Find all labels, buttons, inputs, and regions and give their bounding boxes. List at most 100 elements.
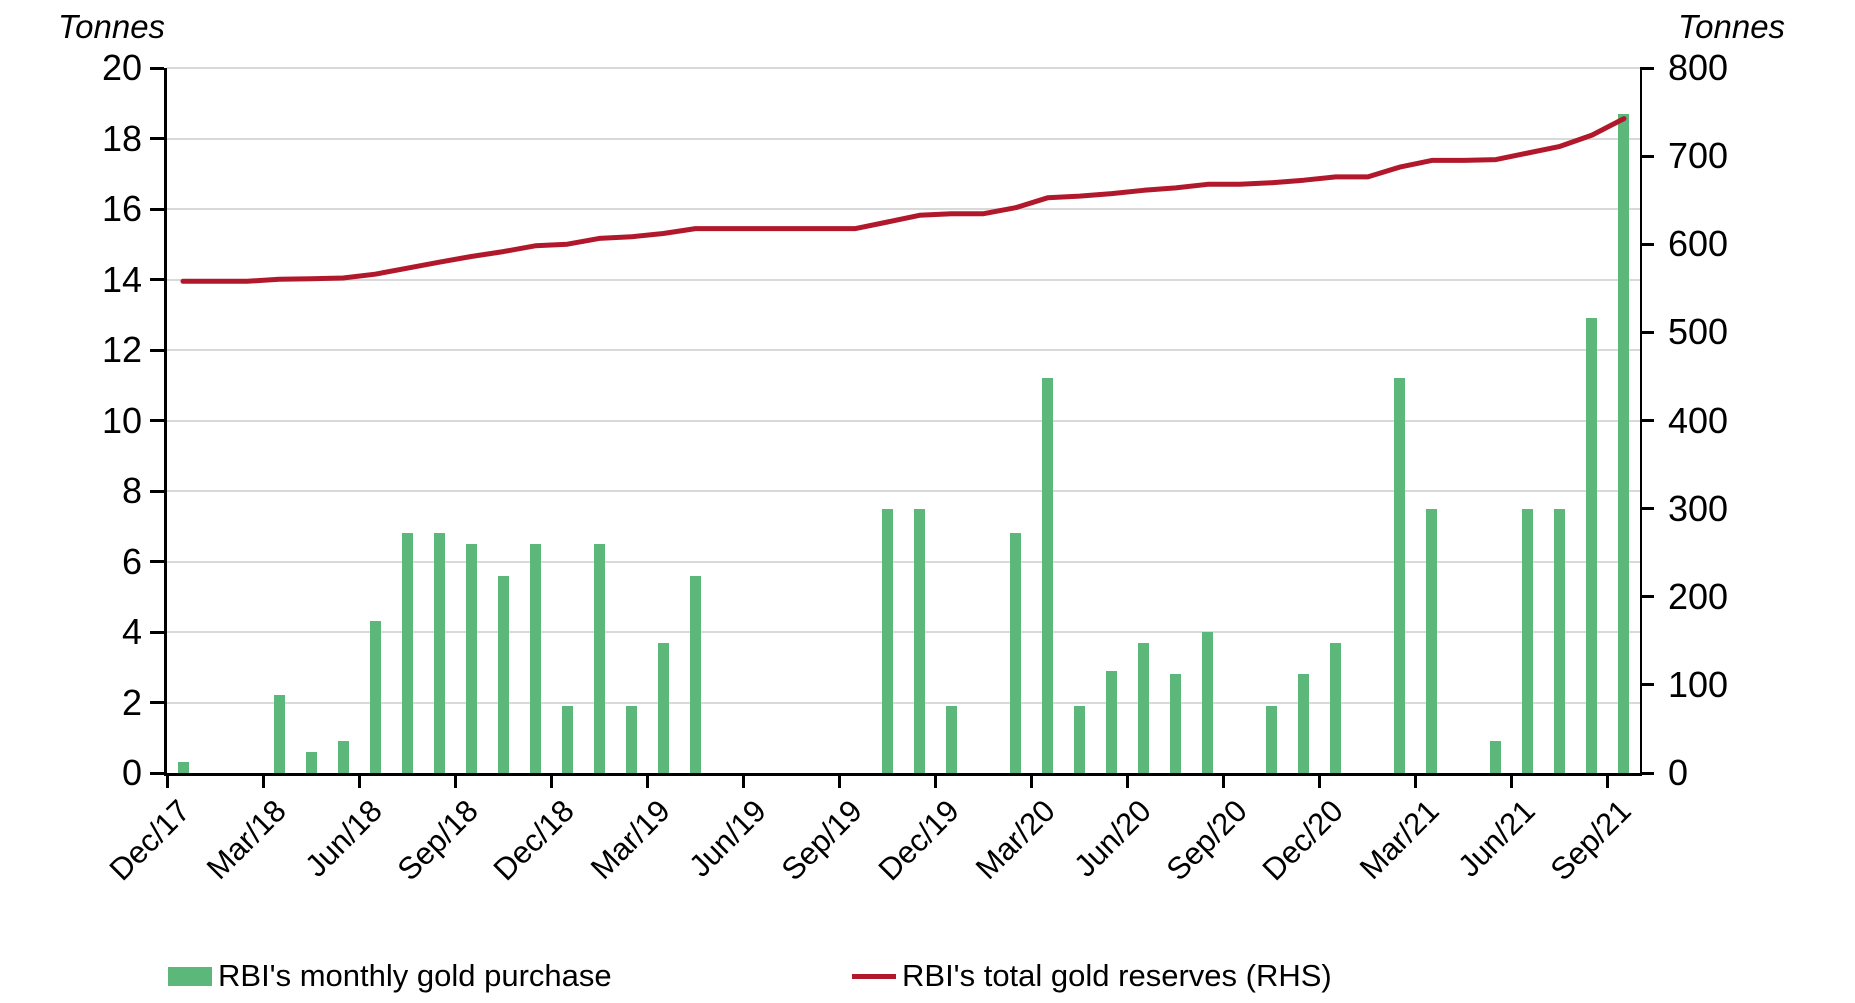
bar-Jan/19 bbox=[593, 543, 605, 773]
left-axis-tick-label: 6 bbox=[121, 540, 142, 582]
bar-Feb/21 bbox=[1394, 378, 1406, 773]
bar-Sep/21 bbox=[1618, 113, 1630, 773]
gridline bbox=[167, 419, 1640, 422]
bar-Dec/18 bbox=[561, 706, 573, 773]
right-axis-tick-label: 100 bbox=[1668, 663, 1729, 705]
bar-Nov/20 bbox=[1298, 674, 1310, 773]
left-axis-tick-label: 10 bbox=[101, 399, 142, 441]
left-axis-tick-label: 12 bbox=[101, 329, 142, 370]
bar-Apr/19 bbox=[689, 575, 701, 773]
bar-Apr/20 bbox=[1074, 706, 1086, 773]
bar-May/18 bbox=[337, 741, 349, 773]
left-axis-tick bbox=[150, 701, 164, 704]
bar-Aug/18 bbox=[433, 533, 445, 773]
x-axis-tick bbox=[1318, 773, 1322, 788]
gridline bbox=[167, 631, 1640, 633]
left-axis-tick-label: 20 bbox=[101, 47, 142, 88]
left-axis-tick-label: 4 bbox=[121, 611, 142, 652]
bar-series-swatch bbox=[168, 966, 212, 986]
x-axis-tick bbox=[934, 773, 938, 788]
left-axis-tick bbox=[150, 630, 164, 634]
plot-area bbox=[167, 67, 1640, 773]
legend-item-bar-series: RBI's monthly gold purchase bbox=[168, 958, 612, 994]
bar-Mar/21 bbox=[1426, 508, 1438, 773]
bar-Jun/21 bbox=[1522, 508, 1534, 773]
left-axis-tick-label: 14 bbox=[101, 258, 142, 300]
bar-Oct/18 bbox=[497, 575, 509, 773]
left-axis-title: Tonnes bbox=[58, 8, 166, 45]
bottom-axis-line bbox=[164, 773, 1642, 776]
x-axis-tick bbox=[1222, 773, 1226, 788]
bar-Sep/18 bbox=[465, 543, 477, 773]
left-axis-line bbox=[164, 68, 167, 776]
right-axis-tick-label: 800 bbox=[1668, 47, 1729, 88]
right-axis-tick bbox=[1640, 507, 1654, 511]
x-axis-tick bbox=[741, 773, 745, 788]
x-axis-tick bbox=[837, 773, 841, 788]
bar-Mar/20 bbox=[1042, 378, 1054, 773]
left-axis-tick bbox=[150, 137, 164, 140]
right-axis-tick-label: 200 bbox=[1668, 575, 1729, 617]
bar-Feb/20 bbox=[1010, 533, 1022, 773]
x-axis-tick bbox=[165, 773, 169, 788]
bar-Jun/18 bbox=[369, 621, 381, 773]
x-axis-tick bbox=[1510, 773, 1514, 788]
left-axis-tick bbox=[150, 348, 164, 352]
gridline bbox=[167, 701, 1640, 704]
x-axis-tick bbox=[549, 773, 553, 788]
bar-Nov/18 bbox=[529, 543, 541, 773]
right-axis-tick bbox=[1640, 771, 1654, 775]
gridline bbox=[167, 208, 1640, 210]
bar-Apr/18 bbox=[305, 751, 317, 773]
x-axis-tick bbox=[261, 773, 265, 788]
bar-May/21 bbox=[1490, 741, 1502, 773]
right-axis-tick bbox=[1640, 683, 1654, 687]
x-axis-tick bbox=[1606, 773, 1610, 788]
legend-item-line-series: RBI's total gold reserves (RHS) bbox=[852, 958, 1332, 994]
right-axis-tick bbox=[1640, 419, 1654, 422]
x-axis-tick bbox=[453, 773, 457, 788]
right-axis-tick bbox=[1640, 595, 1654, 599]
right-axis-line bbox=[1640, 68, 1642, 776]
right-axis-tick-label: 300 bbox=[1668, 487, 1729, 529]
right-axis-tick bbox=[1640, 330, 1654, 334]
bar-series-label: RBI's monthly gold purchase bbox=[218, 958, 612, 993]
bar-Feb/19 bbox=[625, 706, 637, 773]
left-axis-tick-label: 16 bbox=[101, 188, 142, 229]
gridline bbox=[167, 137, 1640, 140]
x-axis-tick bbox=[357, 773, 361, 788]
right-axis-tick-label: 500 bbox=[1668, 311, 1729, 353]
right-axis-tick bbox=[1640, 66, 1654, 70]
left-axis-tick bbox=[150, 560, 164, 563]
right-axis-title: Tonnes bbox=[1678, 8, 1786, 45]
bar-Oct/19 bbox=[881, 508, 893, 773]
left-axis-tick-label: 18 bbox=[101, 117, 142, 159]
bar-Mar/19 bbox=[657, 642, 669, 773]
bar-Jul/21 bbox=[1554, 508, 1566, 773]
left-axis-tick-label: 0 bbox=[121, 752, 142, 793]
gridline bbox=[167, 560, 1640, 563]
gridline bbox=[167, 278, 1640, 281]
bar-Mar/18 bbox=[273, 695, 285, 773]
bar-Dec/20 bbox=[1330, 642, 1342, 773]
left-axis-tick-label: 8 bbox=[121, 470, 142, 511]
bar-Oct/20 bbox=[1266, 706, 1278, 773]
x-axis-tick bbox=[1126, 773, 1130, 788]
line-series-swatch bbox=[852, 973, 896, 979]
x-axis-tick bbox=[1030, 773, 1034, 788]
bar-Nov/19 bbox=[914, 508, 925, 773]
bar-Jul/18 bbox=[401, 533, 413, 773]
x-axis-tick bbox=[645, 773, 649, 788]
bar-Jun/20 bbox=[1138, 642, 1150, 773]
right-axis-tick bbox=[1640, 154, 1654, 158]
left-axis-tick bbox=[150, 771, 164, 775]
left-axis-tick bbox=[150, 419, 164, 422]
left-axis-tick bbox=[150, 278, 164, 281]
gridline bbox=[167, 67, 1640, 69]
bar-Aug/21 bbox=[1586, 318, 1598, 773]
left-axis-tick-label: 2 bbox=[121, 681, 142, 723]
left-axis-tick bbox=[150, 489, 164, 493]
right-axis-tick bbox=[1640, 242, 1654, 246]
gridline bbox=[167, 490, 1640, 492]
